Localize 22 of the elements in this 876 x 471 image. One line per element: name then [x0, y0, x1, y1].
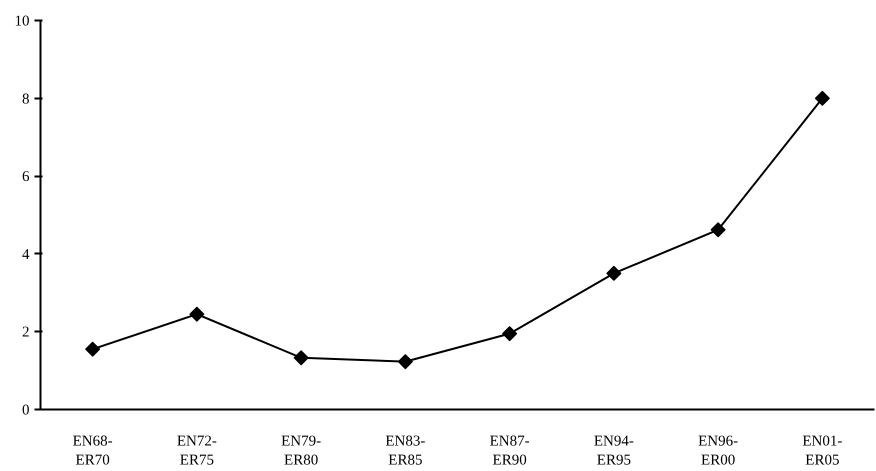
- point: [398, 354, 413, 370]
- y-tick-label: 6: [22, 169, 30, 186]
- y-tick-label: 0: [22, 402, 30, 418]
- x-tick-label: EN79- ER80: [281, 434, 322, 469]
- point: [502, 326, 518, 342]
- x-tick-label: EN94- ER95: [594, 434, 634, 469]
- point: [85, 342, 100, 357]
- x-tick-label: EN83- ER85: [385, 434, 426, 469]
- x-tick-label: EN01- ER05: [802, 434, 842, 469]
- x-tick-label: EN96- ER00: [698, 434, 738, 469]
- y-tick-label: 2: [22, 324, 30, 341]
- y-tick-label: 4: [22, 246, 30, 263]
- y-tick-label: 8: [22, 91, 30, 108]
- point: [814, 90, 830, 106]
- point: [606, 266, 622, 281]
- point: [189, 306, 204, 322]
- point: [294, 350, 309, 366]
- y-tick-label: 10: [14, 14, 30, 30]
- x-tick-label: EN87- ER90: [490, 434, 530, 469]
- point: [710, 222, 726, 238]
- x-tick-label: EN68- ER70: [72, 434, 113, 469]
- x-tick-label: EN72- ER75: [176, 434, 217, 469]
